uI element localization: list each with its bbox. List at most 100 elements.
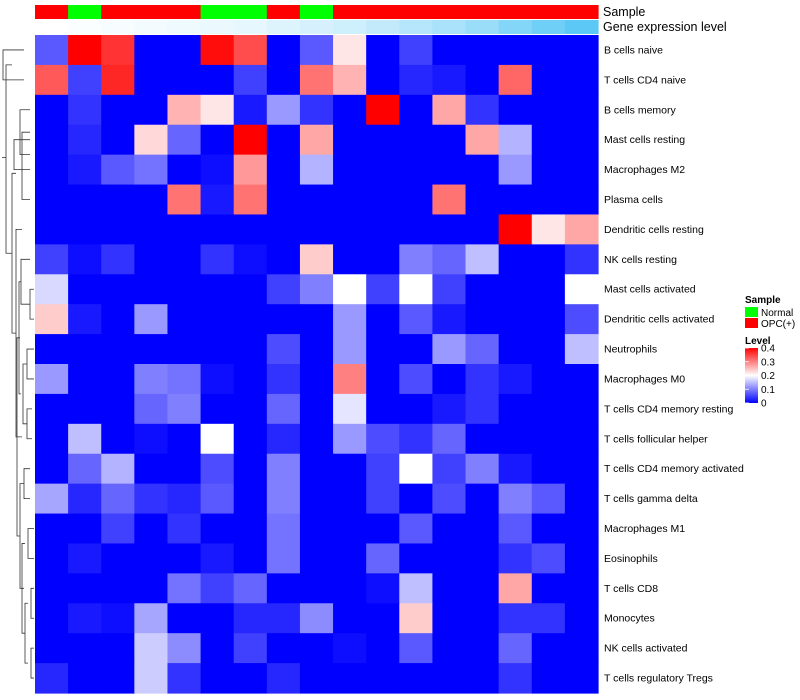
heatmap-cell: [531, 35, 566, 66]
row-label: T cells CD8: [604, 583, 658, 595]
heatmap-cell: [35, 364, 69, 395]
heatmap-cell: [399, 244, 434, 275]
heatmap-cell: [366, 453, 400, 485]
heatmap-cell: [101, 64, 135, 96]
sample-annotation-cell: [101, 5, 135, 19]
heatmap-cell: [465, 334, 500, 365]
heatmap-cell: [299, 334, 334, 365]
heatmap-cell: [35, 573, 69, 604]
heatmap-cell: [531, 304, 566, 335]
heatmap-cell: [134, 633, 169, 664]
heatmap-cell: [366, 393, 400, 425]
heatmap-cell: [68, 214, 102, 245]
heatmap-cell: [564, 214, 599, 245]
heatmap-cell: [266, 214, 301, 245]
heatmap-cell: [564, 364, 599, 395]
heatmap-cell: [498, 184, 533, 216]
heatmap-cell: [432, 304, 467, 335]
heatmap-cell: [167, 35, 202, 66]
heatmap-cell: [167, 543, 202, 574]
dendrogram-branch: [26, 348, 34, 380]
heatmap-cell: [35, 633, 69, 664]
heatmap-cell: [432, 603, 467, 634]
row-label: T cells CD4 memory activated: [604, 463, 744, 475]
heatmap-cell: [101, 364, 135, 395]
heatmap-cell: [35, 124, 69, 156]
heatmap-cell: [333, 184, 367, 216]
heatmap-cell: [167, 603, 202, 634]
heatmap-cells: [35, 35, 599, 694]
heatmap-cell: [299, 274, 334, 305]
sample-annotation-cell: [399, 5, 434, 19]
heatmap-cell: [266, 663, 301, 694]
heatmap-cell: [531, 483, 566, 515]
heatmap-cell: [68, 453, 102, 485]
heatmap-cell: [333, 364, 367, 395]
sample-annotation-cell: [333, 5, 367, 19]
heatmap-cell: [134, 513, 169, 545]
heatmap-cell: [465, 274, 500, 305]
heatmap-cell: [531, 453, 566, 485]
expression-annotation-cell: [333, 20, 367, 34]
heatmap-cell: [399, 94, 434, 126]
heatmap-cell: [399, 663, 434, 694]
heatmap-cell: [564, 94, 599, 126]
heatmap-cell: [266, 633, 301, 664]
heatmap-cell: [564, 35, 599, 66]
heatmap-cell: [399, 423, 434, 455]
heatmap-cell: [366, 35, 400, 66]
heatmap-cell: [200, 453, 235, 485]
heatmap-cell: [68, 423, 102, 455]
heatmap-cell: [266, 334, 301, 365]
dendrogram-branch: [26, 408, 32, 440]
heatmap-cell: [498, 154, 533, 186]
sample-annotation-cell: [299, 5, 334, 19]
heatmap-cell: [399, 364, 434, 395]
heatmap-cell: [299, 663, 334, 694]
heatmap-cell: [266, 483, 301, 515]
expression-annotation-cell: [233, 20, 268, 34]
heatmap-cell: [564, 573, 599, 604]
expression-annotation-cell: [498, 20, 533, 34]
expression-annotation-cell: [564, 20, 599, 34]
heatmap-cell: [399, 304, 434, 335]
heatmap-cell: [134, 393, 169, 425]
legend-level-tick-label: 0.1: [761, 385, 775, 396]
heatmap-cell: [68, 603, 102, 634]
heatmap-cell: [167, 483, 202, 515]
heatmap-cell: [432, 663, 467, 694]
legend-sample-title: Sample: [745, 295, 781, 306]
heatmap-cell: [531, 64, 566, 96]
heatmap-cell: [564, 304, 599, 335]
heatmap-cell: [564, 244, 599, 275]
heatmap-cell: [200, 154, 235, 186]
heatmap-cell: [498, 364, 533, 395]
heatmap-cell: [333, 64, 367, 96]
heatmap-cell: [233, 573, 268, 604]
sample-annotation-cell: [498, 5, 533, 19]
heatmap-cell: [266, 423, 301, 455]
heatmap-cell: [167, 94, 202, 126]
sample-annotation-bar: [35, 5, 599, 19]
heatmap-cell: [101, 513, 135, 545]
heatmap-cell: [200, 274, 235, 305]
legend-sample-normal: Normal: [761, 308, 793, 319]
heatmap-cell: [68, 64, 102, 96]
heatmap-cell: [68, 35, 102, 66]
heatmap-cell: [68, 543, 102, 574]
heatmap-cell: [366, 513, 400, 545]
row-labels: B cells naive T cells CD4 naive B cells me…: [604, 44, 744, 684]
heatmap-cell: [432, 513, 467, 545]
heatmap-cell: [101, 214, 135, 245]
row-label: T cells follicular helper: [604, 433, 708, 445]
heatmap-cell: [68, 663, 102, 694]
heatmap-cell: [299, 184, 334, 216]
heatmap-cell: [200, 573, 235, 604]
heatmap-cell: [333, 274, 367, 305]
heatmap-cell: [399, 274, 434, 305]
row-label: Macrophages M2: [604, 164, 685, 176]
heatmap-cell: [399, 393, 434, 425]
heatmap-cell: [299, 603, 334, 634]
heatmap-cell: [333, 603, 367, 634]
legend-sample-opc: OPC(+): [761, 319, 795, 330]
